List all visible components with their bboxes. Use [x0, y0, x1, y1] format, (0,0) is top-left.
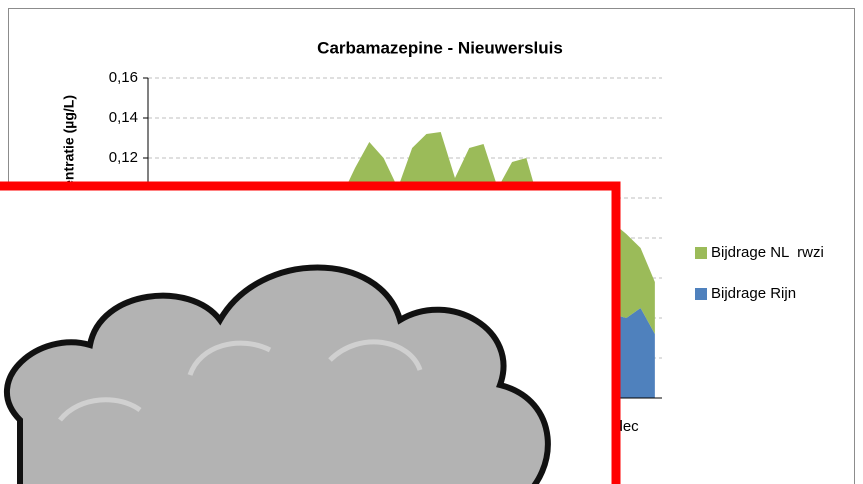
cloud-icon [3, 264, 551, 484]
chart-title: Carbamazepine - Nieuwersluis [317, 38, 563, 57]
y-tick-label: 0,14 [109, 109, 138, 126]
x-tick-label: dec [614, 418, 639, 435]
legend-swatch [695, 247, 707, 259]
legend-label: Bijdrage NL rwzi [711, 244, 824, 261]
legend-label: Bijdrage Rijn [711, 285, 796, 302]
y-tick-label: 0,16 [109, 69, 138, 86]
legend-swatch [695, 288, 707, 300]
overlay [0, 181, 621, 484]
y-tick-label: 0,12 [109, 149, 138, 166]
